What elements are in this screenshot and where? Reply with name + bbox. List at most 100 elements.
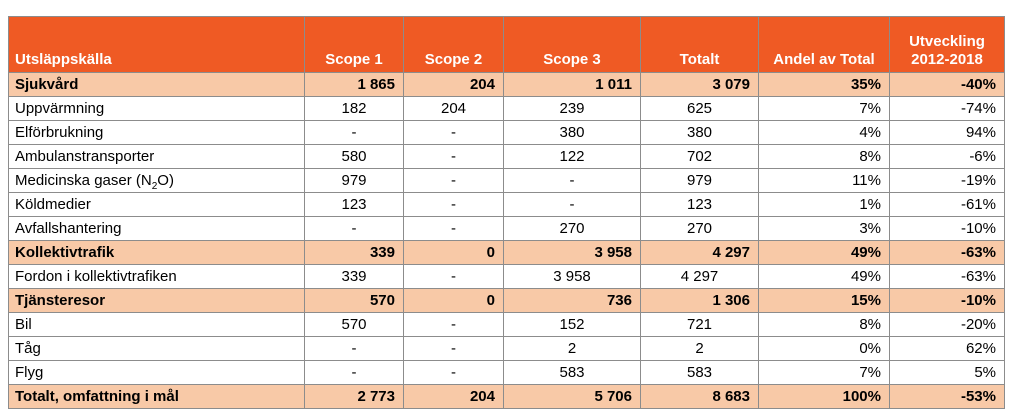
cell-source: Avfallshantering [8, 216, 305, 241]
table-row: Fordon i kollektivtrafiken 339-3 958 4 297… [8, 264, 1005, 289]
cell-scope1: 339 [304, 264, 404, 289]
cell-source: Tjänsteresor [8, 288, 305, 313]
cell-scope3: - [503, 168, 641, 193]
cell-scope3: 239 [503, 96, 641, 121]
cell-scope2: - [403, 264, 504, 289]
cell-scope1: - [304, 360, 404, 385]
emissions-table: Utsläppskälla Scope 1 Scope 2 Scope 3 To… [8, 16, 1005, 409]
cell-scope2: - [403, 312, 504, 337]
cell-trend: -74% [889, 96, 1005, 121]
table-row: Flyg - -583 583 7% 5% [8, 360, 1005, 385]
cell-scope3: 736 [503, 288, 641, 313]
cell-source: Fordon i kollektivtrafiken [8, 264, 305, 289]
cell-source: Totalt, omfattning i mål [8, 384, 305, 409]
cell-trend: -63% [889, 240, 1005, 265]
cell-scope3: 5 706 [503, 384, 641, 409]
cell-scope1: 979 [304, 168, 404, 193]
cell-scope1: - [304, 336, 404, 361]
cell-scope2: 204 [403, 96, 504, 121]
cell-source: Tåg [8, 336, 305, 361]
header-total: Totalt [640, 16, 759, 73]
cell-source: Kollektivtrafik [8, 240, 305, 265]
cell-source-subscript: 2 [151, 181, 158, 192]
cell-trend: -63% [889, 264, 1005, 289]
header-scope1: Scope 1 [304, 16, 404, 73]
cell-share: 4% [758, 120, 890, 145]
header-scope3: Scope 3 [503, 16, 641, 73]
cell-source: Elförbrukning [8, 120, 305, 145]
cell-scope2: - [403, 120, 504, 145]
cell-scope1: - [304, 120, 404, 145]
cell-total: 721 [640, 312, 759, 337]
cell-share: 8% [758, 144, 890, 169]
table-group-row: Tjänsteresor 570 0 736 1 306 15% -10% [8, 288, 1005, 313]
cell-scope3: 1 011 [503, 72, 641, 97]
header-scope2: Scope 2 [403, 16, 504, 73]
cell-share: 49% [758, 264, 890, 289]
cell-scope2: - [403, 216, 504, 241]
table-row: Bil 570-152 721 8% -20% [8, 312, 1005, 337]
cell-scope3: 152 [503, 312, 641, 337]
cell-scope2: 0 [403, 240, 504, 265]
cell-trend: 5% [889, 360, 1005, 385]
cell-scope3: 583 [503, 360, 641, 385]
header-share: Andel av Total [758, 16, 890, 73]
table-body: Sjukvård 1 865 204 1 011 3 079 35% -40% Uppvärm… [8, 72, 1005, 409]
cell-trend: -40% [889, 72, 1005, 97]
cell-trend: -53% [889, 384, 1005, 409]
cell-total: 4 297 [640, 240, 759, 265]
cell-total: 1 306 [640, 288, 759, 313]
cell-scope1: 570 [304, 288, 404, 313]
cell-scope3: 3 958 [503, 264, 641, 289]
table-row: Uppvärmning 182 204 239 625 7% -74% [8, 96, 1005, 121]
cell-scope3: 380 [503, 120, 641, 145]
cell-scope1: - [304, 216, 404, 241]
cell-scope2: - [403, 168, 504, 193]
cell-scope1: 123 [304, 192, 404, 217]
header-trend-line2: 2012-2018 [911, 51, 983, 68]
cell-total: 270 [640, 216, 759, 241]
cell-trend: 62% [889, 336, 1005, 361]
cell-source: Ambulanstransporter [8, 144, 305, 169]
cell-scope3: 2 [503, 336, 641, 361]
cell-trend: -19% [889, 168, 1005, 193]
cell-share: 3% [758, 216, 890, 241]
cell-share: 35% [758, 72, 890, 97]
cell-trend: -20% [889, 312, 1005, 337]
cell-total: 979 [640, 168, 759, 193]
cell-trend: 94% [889, 120, 1005, 145]
cell-scope3: 270 [503, 216, 641, 241]
cell-scope2: 204 [403, 72, 504, 97]
cell-total: 123 [640, 192, 759, 217]
cell-trend: -10% [889, 288, 1005, 313]
cell-trend: -6% [889, 144, 1005, 169]
cell-scope1: 182 [304, 96, 404, 121]
cell-scope2: 0 [403, 288, 504, 313]
table-row: Ambulanstransporter 580-122 702 8% -6% [8, 144, 1005, 169]
cell-trend: -10% [889, 216, 1005, 241]
cell-share: 11% [758, 168, 890, 193]
cell-scope3: 122 [503, 144, 641, 169]
cell-share: 0% [758, 336, 890, 361]
cell-share: 49% [758, 240, 890, 265]
header-trend-line1: Utveckling [909, 33, 985, 50]
table-group-row: Sjukvård 1 865 204 1 011 3 079 35% -40% [8, 72, 1005, 97]
table-row: Köldmedier 123- -123 1% -61% [8, 192, 1005, 217]
table-row: Elförbrukning - -380 380 4% 94% [8, 120, 1005, 145]
cell-scope3: - [503, 192, 641, 217]
cell-scope1: 580 [304, 144, 404, 169]
cell-scope2: - [403, 192, 504, 217]
cell-source-text: Medicinska gaser (N [15, 172, 152, 189]
cell-share: 8% [758, 312, 890, 337]
cell-source: Medicinska gaser (N2O) [8, 168, 305, 193]
cell-total: 4 297 [640, 264, 759, 289]
cell-source: Köldmedier [8, 192, 305, 217]
cell-total: 583 [640, 360, 759, 385]
table-total-row: Totalt, omfattning i mål 2 773 204 5 706 8 6… [8, 384, 1005, 409]
cell-scope1: 1 865 [304, 72, 404, 97]
cell-total: 702 [640, 144, 759, 169]
header-trend: Utveckling 2012-2018 [889, 16, 1005, 73]
cell-share: 15% [758, 288, 890, 313]
table-row: Avfallshantering - -270 270 3% -10% [8, 216, 1005, 241]
header-source: Utsläppskälla [8, 16, 305, 73]
